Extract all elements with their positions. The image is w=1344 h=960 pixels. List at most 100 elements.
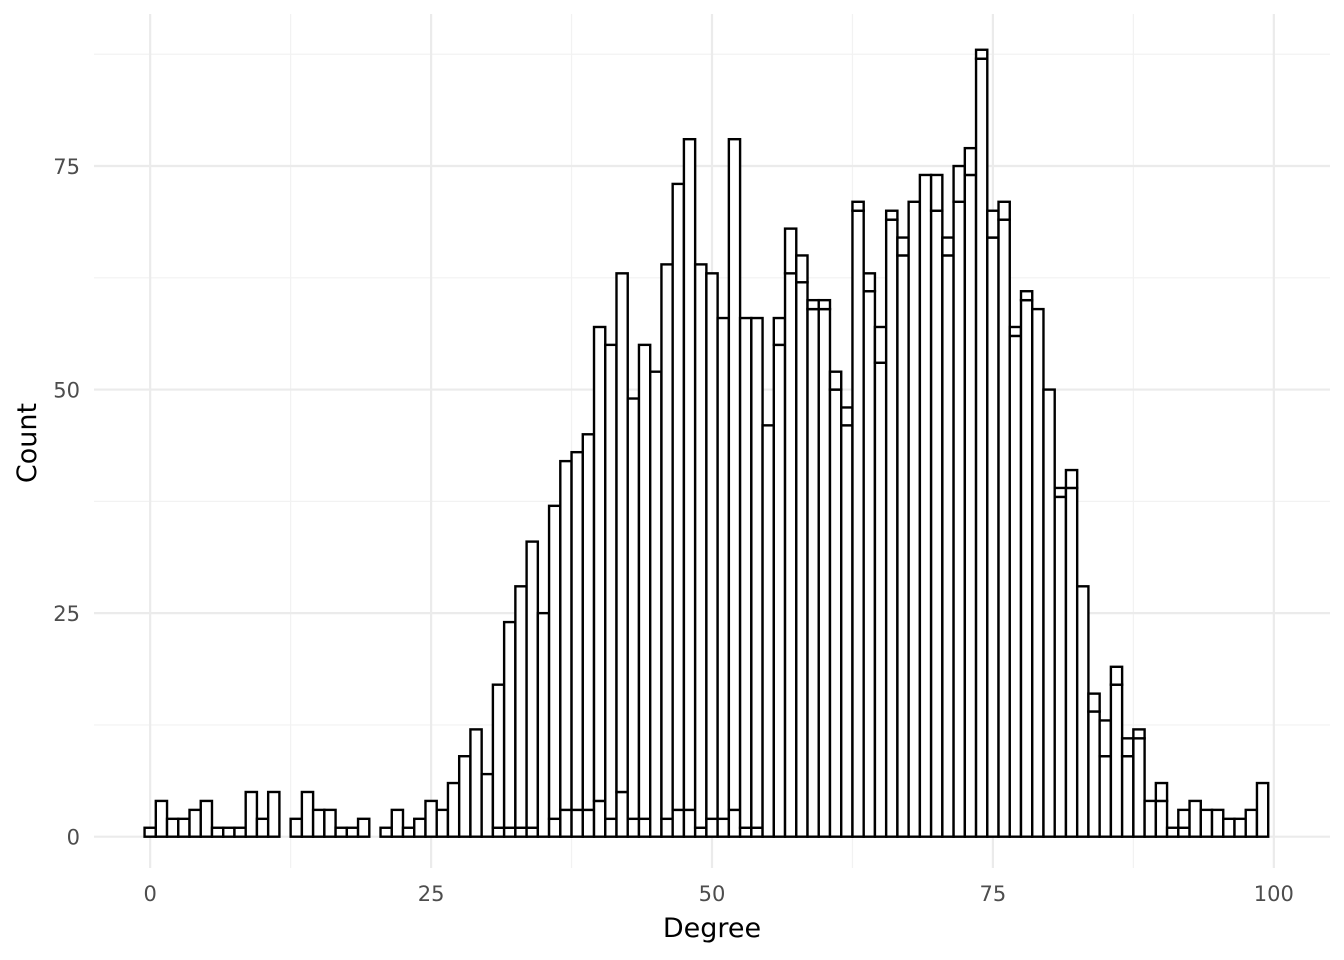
histogram-bar [615,272,629,794]
histogram-bar [761,424,776,838]
histogram-bar [671,808,686,838]
histogram-bar [750,316,764,829]
histogram-bar [941,254,955,838]
histogram-bar [491,683,506,829]
histogram-bar [1233,817,1247,838]
histogram-bar [1132,728,1146,740]
histogram-bar [1109,665,1124,686]
histogram-bar [907,200,922,838]
histogram-bar [727,808,742,838]
x-axis-title: Degree [663,913,761,944]
histogram-bar [997,218,1011,838]
histogram-bar [356,817,371,838]
histogram-bar [1098,755,1113,838]
x-tick-label: 0 [143,882,156,906]
histogram-bar [705,272,719,821]
histogram-bar [637,817,652,838]
histogram-bar [986,236,1000,838]
histogram-bar [1165,826,1180,838]
histogram-bar [289,817,304,838]
histogram-bar [738,826,753,838]
histogram-bar [941,236,955,257]
histogram-bar [840,424,854,838]
histogram-bar [514,826,528,838]
histogram-bar [817,298,832,311]
histogram-bar [1008,325,1023,338]
histogram-bar [424,799,438,838]
histogram-bar [1210,808,1225,838]
histogram-bar [514,585,528,829]
histogram-bar [693,263,708,829]
histogram-bar [154,799,169,838]
histogram-bar [592,325,607,803]
histogram-bar [1120,737,1135,758]
histogram-bar [840,406,854,427]
histogram-bar [716,316,731,821]
histogram-bar [255,817,270,838]
histogram-bar [525,540,540,829]
histogram-bar [615,790,629,838]
histogram-bar [626,817,641,838]
histogram-bar [457,755,472,838]
histogram-bar [693,826,708,838]
histogram-bar [143,826,157,838]
histogram-bar [873,361,888,838]
y-tick-label: 0 [67,826,80,850]
histogram-bar [986,209,1000,239]
histogram-bar [311,808,326,838]
histogram-bar [345,826,360,838]
histogram-bar [581,808,596,838]
histogram-bar [581,433,596,812]
x-axis-tick-labels: 0 25 50 75 100 [143,882,1293,906]
histogram-bar [480,772,495,838]
histogram-bar [896,236,910,257]
histogram-bar [1031,307,1045,838]
histogram-bar [334,826,349,838]
histogram-bar [750,826,764,838]
histogram-bar [727,137,742,812]
histogram-bar [705,817,719,838]
histogram-bar [806,298,820,311]
histogram-bar [502,620,517,829]
histogram-bar [379,826,393,838]
histogram-bar [559,459,573,812]
x-tick-label: 50 [699,882,726,906]
histogram-bar [660,817,674,838]
histogram-bar [716,817,731,838]
histogram-bar [210,826,225,838]
histogram-bar [199,799,214,838]
histogram-bar [1255,781,1270,838]
histogram-bar [1064,486,1079,838]
histogram-bar [682,808,697,838]
histogram-bar [851,200,865,212]
histogram-bar [772,343,787,838]
histogram-bar [1064,468,1079,490]
histogram-bar [1008,334,1023,838]
histogram-bar [1177,826,1191,838]
histogram-bar [851,209,865,838]
histogram-bar [491,826,506,838]
histogram-bar [233,826,247,838]
histogram-bar [772,316,787,347]
histogram-bar [592,799,607,838]
histogram-bar [1098,719,1113,758]
histogram-bar [536,611,551,838]
histogram-bar [783,227,798,275]
histogram-bar [570,450,584,812]
histogram-bar [323,808,337,838]
histogram-bar [671,182,686,812]
histogram-bar [974,48,989,60]
histogram-bar [547,504,562,821]
histogram-bar [1244,808,1259,838]
histogram-bar [862,272,877,293]
histogram-bar [783,272,798,838]
histogram-bar [604,343,618,821]
histogram-bar [963,173,978,838]
y-axis-title: Count [12,403,43,483]
histogram-bar [1154,781,1169,803]
histogram-bar [547,817,562,838]
histogram-bar [918,173,933,838]
histogram-bar [795,254,809,284]
histogram-bar [570,808,584,838]
histogram-bar [390,808,405,838]
